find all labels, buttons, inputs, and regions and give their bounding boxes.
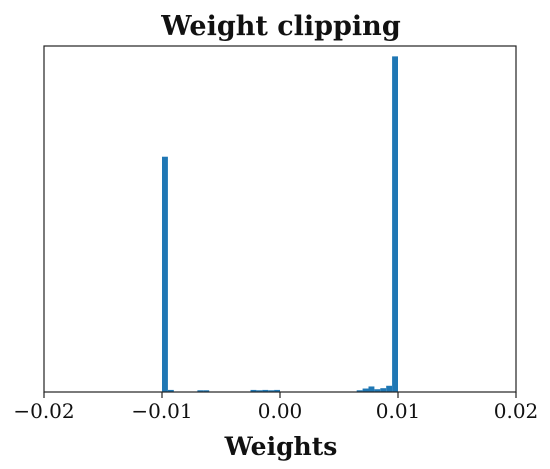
plot-frame	[43, 45, 517, 393]
histogram-bar	[356, 390, 363, 392]
chart-title: Weight clipping	[160, 11, 401, 42]
histogram-bar	[262, 389, 269, 392]
x-tick-label: 0.00	[258, 399, 303, 423]
histogram-bar	[362, 388, 369, 392]
histogram-bars	[162, 56, 398, 392]
x-tick-label: −0.02	[13, 399, 74, 423]
histogram-bar	[167, 389, 174, 392]
x-tick-label: −0.01	[131, 399, 192, 423]
histogram-bar	[274, 389, 280, 392]
histogram-bar	[374, 389, 381, 392]
histogram-bar	[203, 390, 210, 392]
histogram-bar	[268, 390, 275, 392]
histogram-bar	[386, 385, 393, 392]
x-axis-ticks: −0.02 −0.01 0.00 0.01 0.02	[13, 392, 538, 423]
histogram-bar	[197, 390, 204, 392]
histogram-bar	[368, 386, 375, 392]
histogram-bar	[162, 156, 168, 392]
x-axis-label: Weights	[224, 432, 338, 461]
histogram-bar	[256, 390, 263, 392]
histogram-bar	[392, 56, 398, 392]
x-tick-label: 0.01	[376, 399, 421, 423]
histogram-bar	[380, 388, 387, 392]
histogram-bar	[250, 389, 257, 392]
x-tick-label: 0.02	[494, 399, 539, 423]
